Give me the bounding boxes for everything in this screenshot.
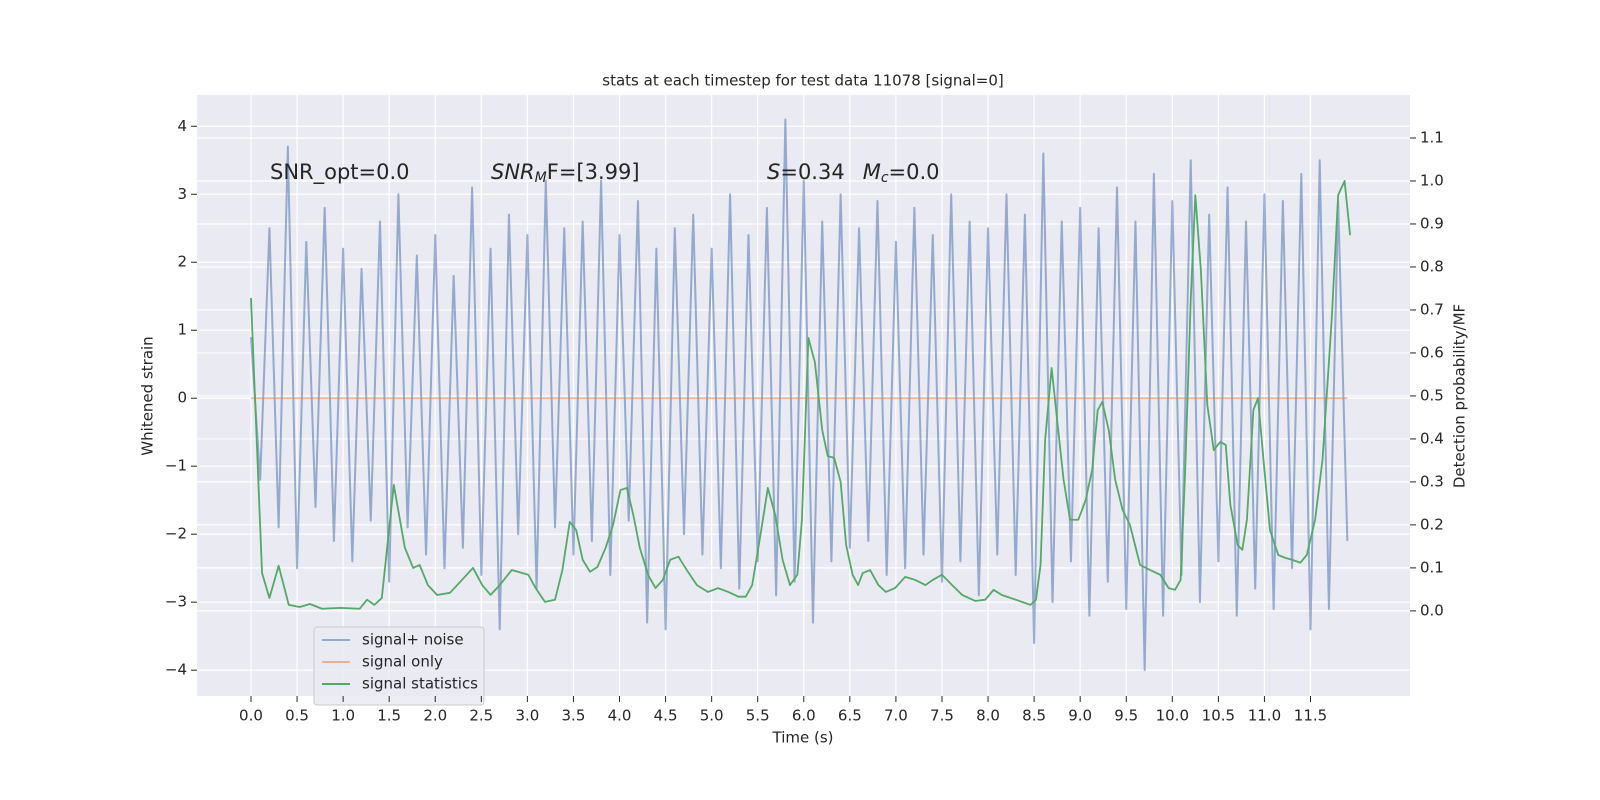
y-tick-label: −2 — [165, 525, 187, 543]
legend: signal+ noise signal only signal statistic… — [313, 626, 485, 706]
x-tick-label: 2.5 — [469, 707, 493, 725]
y-tick-label: 4 — [177, 117, 187, 135]
x-tick-label: 7.5 — [930, 707, 954, 725]
y2-tick-label: 0.5 — [1420, 386, 1444, 404]
x-tick-label: 7.0 — [884, 707, 908, 725]
x-tick-label: 8.5 — [1022, 707, 1046, 725]
x-tick-label: 10.5 — [1202, 707, 1235, 725]
legend-label: signal+ noise — [362, 631, 464, 649]
x-tick-label: 6.5 — [838, 707, 862, 725]
y2-tick-label: 0.4 — [1420, 429, 1444, 447]
annotation-part: c — [881, 170, 889, 186]
y-tick-label: 2 — [177, 253, 187, 271]
y2-tick-label: 0.9 — [1420, 214, 1444, 232]
y2-tick-label: 1.0 — [1420, 171, 1444, 189]
x-tick-label: 11.0 — [1248, 707, 1281, 725]
y-tick-label: 0 — [177, 389, 187, 407]
x-tick-label: 5.0 — [700, 707, 724, 725]
series-line — [249, 118, 1349, 672]
legend-label: signal statistics — [362, 675, 478, 693]
x-tick-label: 5.5 — [746, 707, 770, 725]
annotation-part: SNR — [491, 160, 535, 184]
y-tick-label: 3 — [177, 185, 187, 203]
x-tick-label: 3.5 — [562, 707, 586, 725]
x-tick-label: 4.5 — [654, 707, 678, 725]
y-axis-label: Whitened strain — [139, 336, 157, 455]
x-tick-label: 9.0 — [1068, 707, 1092, 725]
x-tick-label: 2.0 — [423, 707, 447, 725]
x-tick-label: 8.0 — [976, 707, 1000, 725]
y-tick-label: −4 — [165, 661, 187, 679]
x-tick-label: 6.0 — [792, 707, 816, 725]
y2-tick-label: 1.1 — [1420, 128, 1444, 146]
x-tick-label: 11.5 — [1294, 707, 1327, 725]
annotation: S=0.34 Mc=0.0 — [767, 160, 940, 186]
chart-title: stats at each timestep for test data 110… — [602, 72, 1003, 90]
y2-tick-label: 0.7 — [1420, 300, 1444, 318]
y2-axis-label: Detection probability/MF — [1451, 304, 1469, 488]
x-tick-label: 9.5 — [1114, 707, 1138, 725]
x-axis-label: Time (s) — [772, 729, 834, 747]
y2-tick-label: 0.3 — [1420, 472, 1444, 490]
y-tick-label: −1 — [165, 457, 187, 475]
annotation-part: M — [863, 160, 881, 184]
legend-label: signal only — [362, 653, 443, 671]
y2-tick-label: 0.8 — [1420, 257, 1444, 275]
y2-tick-label: 0.1 — [1420, 558, 1444, 576]
marks — [249, 118, 1352, 672]
annotation: SNR_opt=0.0 — [270, 160, 410, 185]
y2-tick-label: 0.6 — [1420, 343, 1444, 361]
x-tick-label: 0.0 — [239, 707, 263, 725]
y-tick-label: 1 — [177, 321, 187, 339]
x-tick-label: 4.0 — [608, 707, 632, 725]
x-tick-label: 0.5 — [285, 707, 309, 725]
annotation: SNRMF=[3.99] — [491, 160, 640, 186]
annotation-part: SNR_opt=0.0 — [270, 160, 410, 185]
x-tick-label: 1.0 — [331, 707, 355, 725]
y-tick-label: −3 — [165, 593, 187, 611]
legend-box — [313, 626, 485, 706]
annotation-part: F=[3.99] — [547, 160, 640, 184]
annotation-part: =0.34 — [780, 160, 844, 184]
annotation-part: S — [767, 160, 780, 184]
x-tick-label: 10.0 — [1156, 707, 1189, 725]
series-line — [250, 180, 1352, 610]
x-tick-label: 3.0 — [515, 707, 539, 725]
x-tick-label: 1.5 — [377, 707, 401, 725]
annotation-part: M — [535, 170, 547, 186]
y2-tick-label: 0.0 — [1420, 601, 1444, 619]
annotation-part: =0.0 — [889, 160, 940, 184]
y2-tick-label: 0.2 — [1420, 515, 1444, 533]
